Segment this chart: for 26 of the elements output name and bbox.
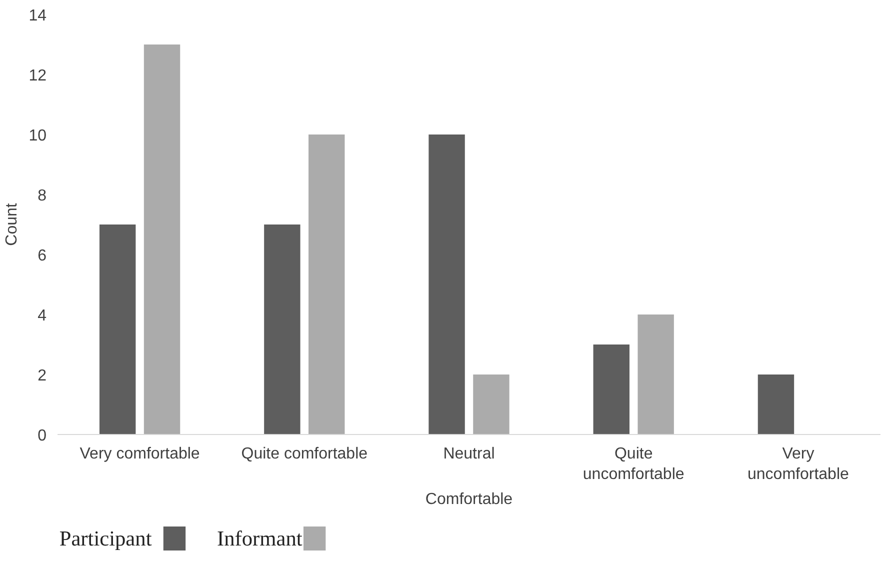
bar <box>144 44 180 434</box>
y-tick-label: 6 <box>38 248 47 264</box>
y-tick-label: 10 <box>28 128 47 144</box>
y-tick-label: 12 <box>28 68 47 84</box>
bar <box>264 224 300 434</box>
y-tick-label: 2 <box>38 368 47 384</box>
y-tick-label: 0 <box>38 428 47 444</box>
y-tick-label: 8 <box>38 188 47 204</box>
x-tick-label: Very comfortable <box>80 446 200 462</box>
bar <box>758 374 794 434</box>
x-tick-label: Very uncomfortable <box>748 446 849 483</box>
y-tick-label: 14 <box>28 8 47 24</box>
bar <box>473 374 510 434</box>
x-tick-label: Quite comfortable <box>241 446 368 462</box>
bar <box>428 134 465 434</box>
y-tick-label: 4 <box>38 308 47 324</box>
bar <box>638 314 674 434</box>
y-axis-title: Count <box>4 202 21 246</box>
legend-label: Participant <box>59 526 152 550</box>
bar <box>593 344 630 434</box>
bar <box>99 224 136 434</box>
legend-label: Informant <box>217 526 302 550</box>
bar <box>308 134 345 434</box>
x-tick-label: Quite uncomfortable <box>582 446 684 483</box>
x-tick-label: Neutral <box>443 446 495 462</box>
x-axis-title: Comfortable <box>425 490 513 508</box>
